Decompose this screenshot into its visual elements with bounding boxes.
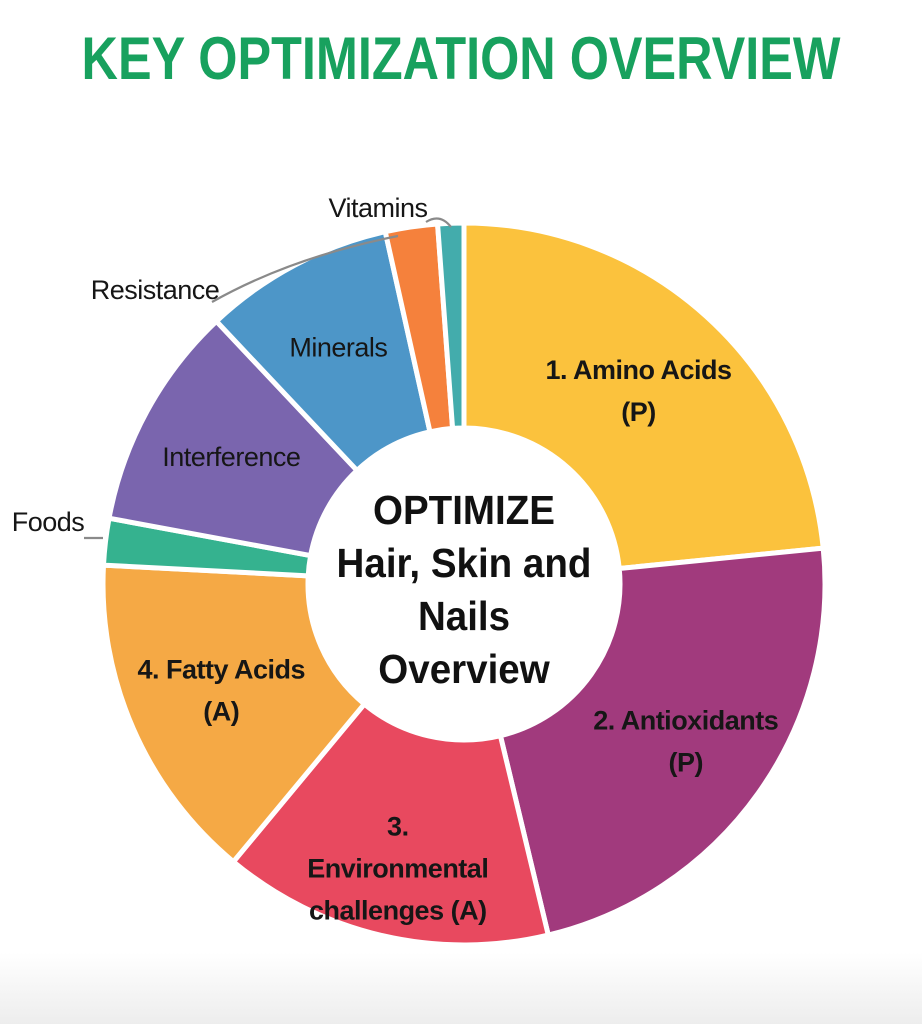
segment-label-foods: Foods: [12, 507, 85, 537]
segment-label-minerals: Minerals: [289, 332, 387, 362]
segment-label-interference: Interference: [162, 442, 300, 472]
donut-center-label: OPTIMIZE Hair, Skin and Nails Overview: [337, 484, 592, 696]
segment-antioxidants: [497, 545, 828, 939]
leader-line-vitamins: [425, 217, 452, 228]
leader-line-resistance: [211, 234, 399, 303]
center-label-line-2: Hair, Skin and: [336, 540, 592, 586]
center-label-line-4: Overview: [378, 646, 550, 692]
center-label-line-1: OPTIMIZE: [372, 487, 555, 533]
segment-label-amino-acids: 1. Amino Acids (P): [545, 355, 731, 427]
segment-interference: [106, 317, 361, 559]
segment-fatty-acids: [100, 562, 368, 866]
segment-label-antioxidants: 2. Antioxidants (P): [593, 706, 778, 778]
segment-label-environmental-challenges: 3. Environmental challenges (A): [307, 811, 488, 925]
segment-environmental-challenges: [229, 700, 552, 948]
segment-label-vitamins: Vitamins: [328, 193, 427, 223]
segment-amino-acids: [461, 220, 826, 572]
center-label-line-3: Nails: [417, 593, 511, 639]
page-title: KEY OPTIMIZATION OVERVIEW: [81, 25, 841, 92]
segment-label-resistance: Resistance: [91, 275, 220, 305]
segment-label-fatty-acids: 4. Fatty Acids (A): [137, 654, 305, 726]
